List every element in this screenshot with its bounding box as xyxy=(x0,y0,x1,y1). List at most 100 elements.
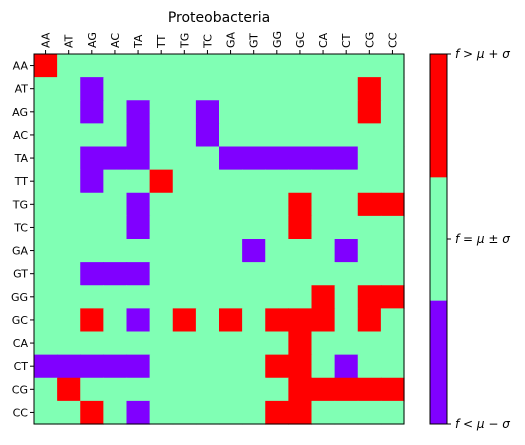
heatmap-cell-AT-TT xyxy=(149,77,174,101)
heatmap-cell-TT-GC xyxy=(288,169,313,194)
y-tick-label: TT xyxy=(14,175,29,188)
heatmap-cell-TC-GT xyxy=(242,215,266,240)
heatmap-cell-TC-GG xyxy=(265,215,289,240)
heatmap-cell-CT-CA xyxy=(311,354,336,379)
heatmap-cell-TT-CG xyxy=(357,169,382,194)
heatmap-cell-TA-TC xyxy=(195,146,220,171)
heatmap-cell-TG-TG xyxy=(172,192,197,217)
heatmap-cell-TA-GG xyxy=(265,146,289,171)
heatmap-cell-GT-AA xyxy=(34,262,58,286)
heatmap-cell-GG-CG xyxy=(357,285,382,309)
heatmap-cell-TC-TG xyxy=(172,215,197,240)
heatmap-cell-CG-AT xyxy=(57,377,81,402)
heatmap-cell-AT-CT xyxy=(334,77,359,101)
heatmap-cell-CC-CA xyxy=(311,400,336,425)
x-tick-label: CA xyxy=(317,32,330,48)
heatmap-cells xyxy=(34,54,405,425)
heatmap-cell-GC-TT xyxy=(149,308,174,333)
heatmap-cell-GA-AT xyxy=(57,239,81,263)
heatmap-cell-AT-TG xyxy=(172,77,197,101)
heatmap-cell-CT-AA xyxy=(34,354,58,379)
heatmap-cell-GC-TG xyxy=(172,308,197,333)
y-tick-label: CT xyxy=(14,360,29,373)
heatmap-cell-AG-TC xyxy=(195,100,220,124)
heatmap-cell-TG-CG xyxy=(357,192,382,217)
heatmap-cell-AC-GC xyxy=(288,123,313,148)
heatmap-cell-CC-TG xyxy=(172,400,197,425)
y-tick-label: CC xyxy=(13,406,29,419)
heatmap-cell-AA-CT xyxy=(334,54,359,78)
x-tick-label: GA xyxy=(225,31,238,48)
y-axis-ticks: AA AT AG AC TA TT TG TC GA GT GG GC CA CT CG CC xyxy=(11,60,34,419)
heatmap-cell-GC-AA xyxy=(34,308,58,333)
heatmap-cell-AA-TG xyxy=(172,54,197,78)
heatmap-cell-TG-GG xyxy=(265,192,289,217)
heatmap-cell-TG-TC xyxy=(195,192,220,217)
heatmap-cell-TC-GA xyxy=(219,215,243,240)
y-tick-label: GT xyxy=(13,268,28,281)
heatmap-cell-AC-TA xyxy=(126,123,151,148)
heatmap-cell-AA-TT xyxy=(149,54,174,78)
heatmap-cell-CA-CC xyxy=(380,331,405,356)
x-tick-label: GC xyxy=(294,31,307,48)
heatmap-cell-CA-AA xyxy=(34,331,58,356)
heatmap-cell-TG-GT xyxy=(242,192,266,217)
heatmap-cell-TT-AA xyxy=(34,169,58,194)
heatmap-cell-CT-GC xyxy=(288,354,313,379)
heatmap-cell-AC-GA xyxy=(219,123,243,148)
heatmap-cell-CT-GA xyxy=(219,354,243,379)
heatmap-cell-AC-AA xyxy=(34,123,58,148)
heatmap-cell-GC-AC xyxy=(103,308,128,333)
heatmap-cell-CG-TG xyxy=(172,377,197,402)
heatmap-cell-TC-GC xyxy=(288,215,313,240)
heatmap-cell-AA-TC xyxy=(195,54,220,78)
heatmap-cell-TG-AG xyxy=(80,192,104,217)
heatmap-cell-CC-GA xyxy=(219,400,243,425)
heatmap-cell-AA-GG xyxy=(265,54,289,78)
heatmap-cell-CG-AC xyxy=(103,377,128,402)
heatmap-cell-AC-CA xyxy=(311,123,336,148)
heatmap-cell-CT-TG xyxy=(172,354,197,379)
heatmap-cell-GA-GC xyxy=(288,239,313,263)
heatmap-cell-AC-GG xyxy=(265,123,289,148)
heatmap-cell-AA-CG xyxy=(357,54,382,78)
x-tick-label: AA xyxy=(40,32,53,48)
heatmap-cell-AC-CG xyxy=(357,123,382,148)
heatmap-cell-TT-CA xyxy=(311,169,336,194)
heatmap-cell-CA-GG xyxy=(265,331,289,356)
heatmap-cell-AG-CG xyxy=(357,100,382,124)
heatmap-cell-AA-CA xyxy=(311,54,336,78)
heatmap-cell-GA-TG xyxy=(172,239,197,263)
heatmap-cell-GA-TC xyxy=(195,239,220,263)
heatmap-cell-CA-TA xyxy=(126,331,151,356)
heatmap-cell-AG-AG xyxy=(80,100,104,124)
colorbar: f > μ + σ f = μ ± σ f < μ − σ xyxy=(429,47,510,431)
heatmap-cell-GT-TG xyxy=(172,262,197,286)
heatmap-cell-AC-TG xyxy=(172,123,197,148)
heatmap-cell-CG-CC xyxy=(380,377,405,402)
heatmap-cell-GA-CA xyxy=(311,239,336,263)
heatmap-cell-CA-AG xyxy=(80,331,104,356)
heatmap-cell-AG-GG xyxy=(265,100,289,124)
heatmap-cell-AG-CT xyxy=(334,100,359,124)
heatmap-cell-GG-GA xyxy=(219,285,243,309)
heatmap-cell-AA-GT xyxy=(242,54,266,78)
heatmap-cell-TG-CT xyxy=(334,192,359,217)
heatmap-cell-TT-CT xyxy=(334,169,359,194)
heatmap-cell-TT-GT xyxy=(242,169,266,194)
heatmap-cell-CT-AG xyxy=(80,354,104,379)
heatmap-cell-TA-TG xyxy=(172,146,197,171)
y-tick-label: TG xyxy=(12,198,28,211)
y-tick-label: TA xyxy=(14,152,29,165)
heatmap-cell-TG-AC xyxy=(103,192,128,217)
heatmap-cell-GT-GA xyxy=(219,262,243,286)
heatmap-cell-TC-TT xyxy=(149,215,174,240)
heatmap-cell-AC-AG xyxy=(80,123,104,148)
heatmap-cell-TT-CC xyxy=(380,169,405,194)
heatmap-cell-TC-AA xyxy=(34,215,58,240)
heatmap-cell-CG-AA xyxy=(34,377,58,402)
y-tick-label: AC xyxy=(13,129,28,142)
heatmap-cell-GC-CA xyxy=(311,308,336,333)
heatmap-cell-AC-TT xyxy=(149,123,174,148)
heatmap-cell-CC-TA xyxy=(126,400,151,425)
